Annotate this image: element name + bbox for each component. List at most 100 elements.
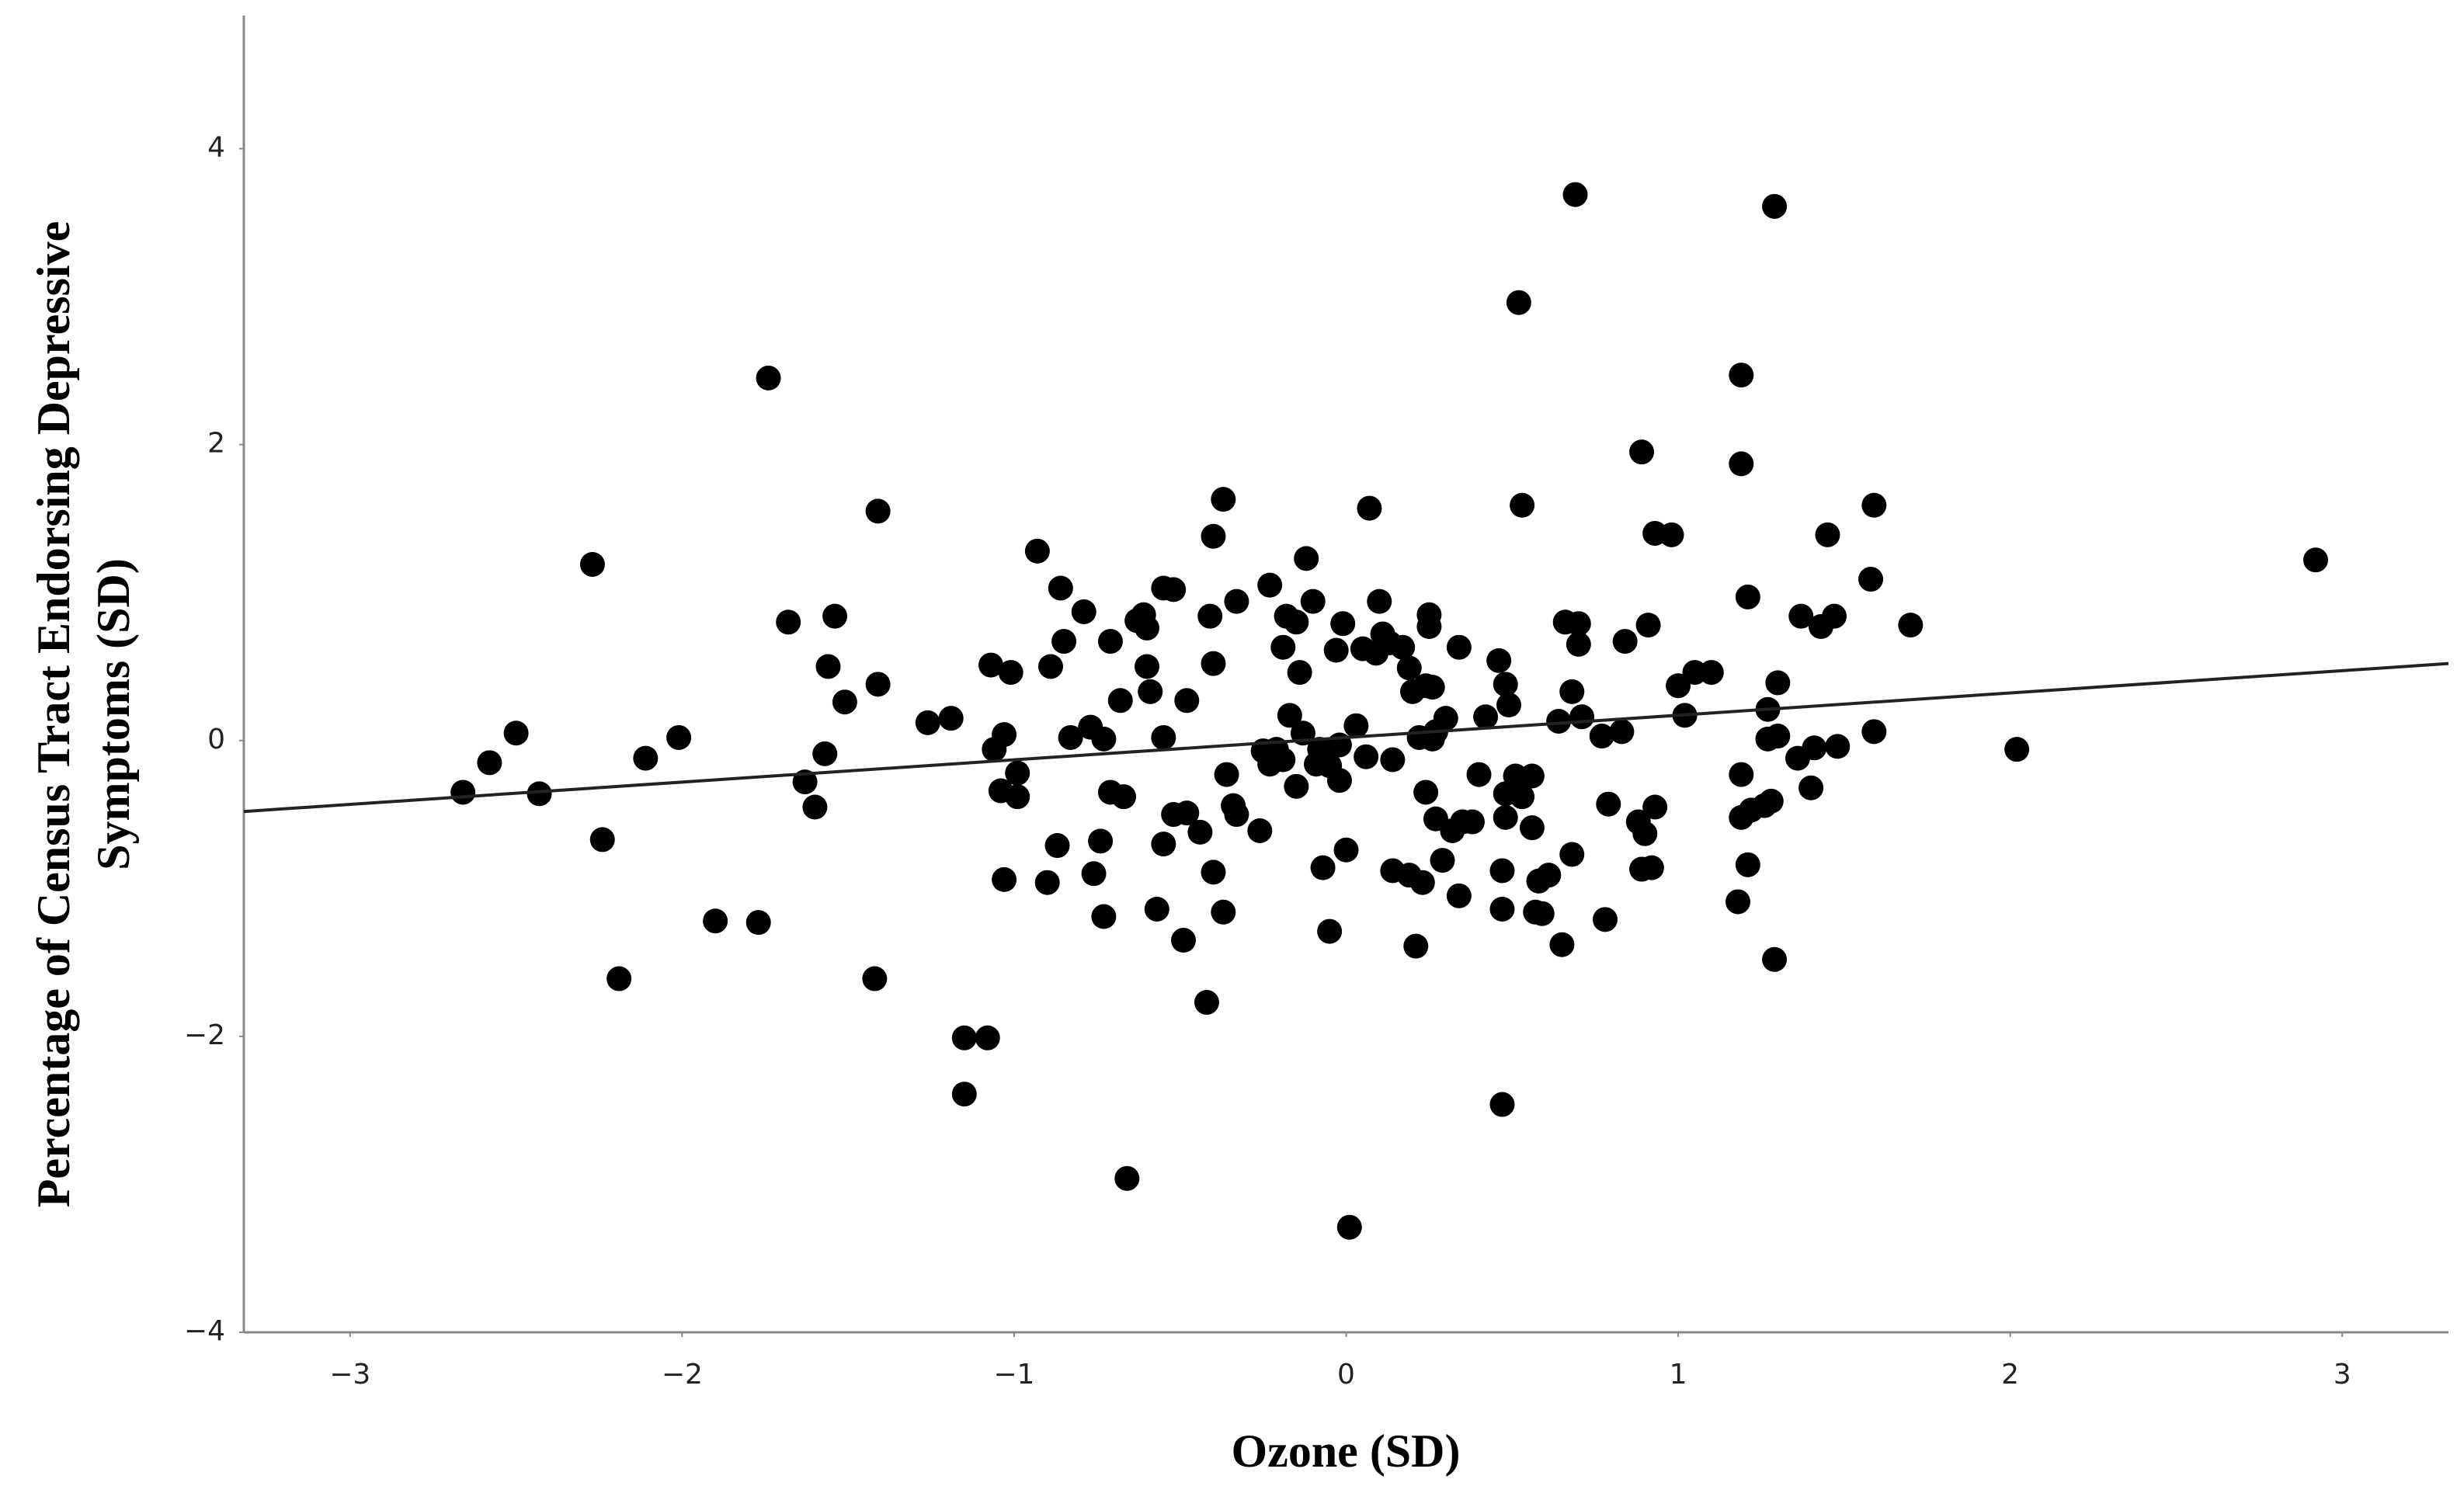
point <box>1390 634 1416 660</box>
point <box>998 660 1023 686</box>
point <box>1048 575 1073 601</box>
point <box>1466 762 1492 787</box>
point <box>1326 768 1352 793</box>
point <box>1287 660 1312 686</box>
point <box>1336 1214 1362 1240</box>
point <box>1224 589 1249 614</box>
point <box>666 724 692 750</box>
point <box>1596 791 1621 817</box>
point <box>1639 855 1664 880</box>
point <box>1519 763 1545 789</box>
x-tick-label: 0 <box>1337 1359 1355 1391</box>
point <box>802 794 828 820</box>
point <box>1088 828 1114 854</box>
point <box>1333 837 1359 863</box>
point <box>1815 522 1840 547</box>
point <box>1224 802 1249 828</box>
point <box>1861 719 1887 745</box>
y-axis-title: Percentage of Census Tract Endorsing Dep… <box>28 221 79 1207</box>
point <box>1798 775 1824 800</box>
point <box>756 365 781 391</box>
point <box>1735 852 1760 877</box>
point <box>1416 614 1442 640</box>
point <box>589 827 615 852</box>
point <box>606 966 632 991</box>
point <box>1044 833 1070 859</box>
point <box>1758 788 1784 814</box>
point <box>527 781 552 807</box>
point <box>1396 655 1422 681</box>
point <box>579 551 605 577</box>
point <box>992 866 1017 892</box>
point <box>1107 688 1133 714</box>
point <box>1546 708 1572 734</box>
point <box>2004 737 2030 762</box>
point <box>832 689 857 715</box>
point <box>865 498 891 524</box>
point <box>1151 724 1176 750</box>
point <box>1659 522 1684 547</box>
point <box>1861 492 1887 518</box>
point <box>1559 842 1585 867</box>
point <box>745 910 771 936</box>
point <box>1187 819 1213 845</box>
point <box>1403 933 1429 959</box>
point <box>477 750 502 776</box>
point <box>1413 780 1439 805</box>
point <box>1058 724 1083 750</box>
point <box>1300 589 1326 614</box>
point <box>776 609 801 635</box>
point <box>633 745 659 771</box>
point <box>1071 599 1096 624</box>
point <box>1270 747 1296 773</box>
point <box>1201 523 1226 549</box>
point <box>1294 546 1319 571</box>
point <box>1277 703 1302 728</box>
point <box>1134 615 1159 641</box>
x-tick-label: 3 <box>2334 1359 2351 1391</box>
y-tick-label: −2 <box>184 1019 225 1051</box>
point <box>1562 182 1588 207</box>
point <box>1489 858 1515 884</box>
point <box>1765 670 1791 696</box>
point <box>450 780 476 805</box>
point <box>1493 804 1518 830</box>
point <box>1536 863 1562 888</box>
point <box>822 603 848 629</box>
point <box>1446 634 1472 660</box>
point <box>1409 870 1435 895</box>
point <box>1211 899 1236 925</box>
point <box>1566 611 1591 637</box>
point <box>1729 451 1754 477</box>
point <box>862 966 888 991</box>
point <box>812 741 838 766</box>
point <box>1486 648 1512 673</box>
x-tick-label: −3 <box>329 1359 370 1391</box>
point <box>1592 907 1618 932</box>
point <box>1144 896 1169 922</box>
point <box>1174 800 1200 826</box>
point <box>1197 603 1223 629</box>
point <box>1609 719 1635 745</box>
point <box>951 1082 977 1107</box>
point <box>1270 634 1296 660</box>
point <box>703 908 728 934</box>
point <box>1473 704 1499 730</box>
y-tick-label: 4 <box>207 132 225 164</box>
point <box>1589 724 1614 749</box>
point <box>1357 495 1382 521</box>
point <box>1858 567 1884 592</box>
point <box>975 1025 1000 1050</box>
point <box>1446 883 1472 908</box>
point <box>2302 547 2328 573</box>
point <box>1310 855 1336 880</box>
point <box>1666 673 1691 699</box>
point <box>1510 492 1535 518</box>
point <box>1201 651 1226 676</box>
point <box>1257 572 1283 598</box>
point <box>1735 584 1760 609</box>
point <box>1898 613 1924 638</box>
point <box>865 672 891 697</box>
x-tick-label: −2 <box>662 1359 703 1391</box>
